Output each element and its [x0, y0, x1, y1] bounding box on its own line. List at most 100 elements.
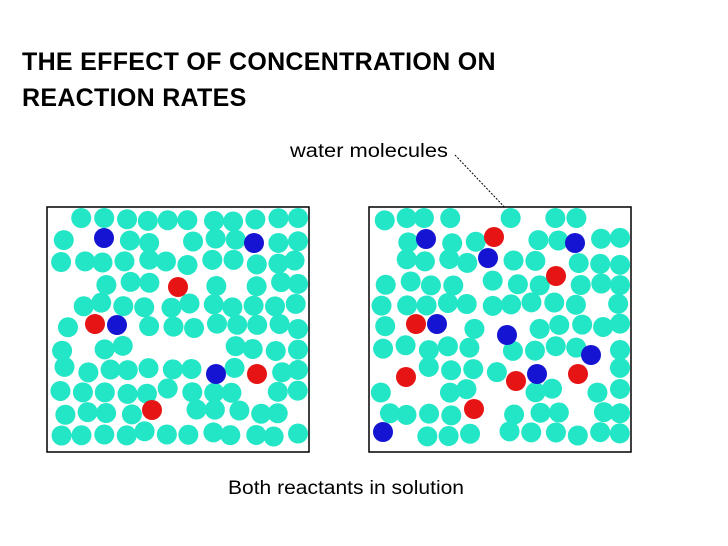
reactant-red — [247, 364, 267, 384]
water-molecule — [114, 251, 135, 272]
water-molecule — [94, 424, 115, 445]
water-molecule — [53, 230, 74, 251]
water-molecule — [287, 380, 308, 401]
reactant-blue — [497, 325, 517, 345]
water-molecule — [75, 251, 96, 272]
reactant-blue — [427, 314, 447, 334]
water-molecule — [269, 313, 290, 334]
water-molecule — [71, 425, 92, 446]
water-molecule — [419, 403, 440, 424]
water-molecule — [417, 426, 438, 447]
water-molecule — [204, 382, 225, 403]
water-molecule — [157, 378, 178, 399]
water-molecule — [396, 404, 417, 425]
water-molecule — [525, 250, 546, 271]
water-molecule — [57, 317, 78, 338]
water-molecule — [52, 340, 73, 361]
water-molecule — [528, 230, 549, 251]
water-molecule — [609, 423, 630, 444]
water-molecule — [610, 275, 630, 296]
water-molecule — [437, 292, 458, 313]
water-molecule — [227, 314, 248, 335]
water-molecule — [544, 292, 565, 313]
water-molecule — [503, 250, 524, 271]
water-molecule — [177, 210, 198, 231]
reactant-blue — [206, 364, 226, 384]
water-molecule — [203, 294, 224, 315]
water-molecule — [220, 425, 241, 446]
water-molecule — [463, 359, 484, 380]
water-molecule — [524, 340, 545, 361]
reactant-blue — [527, 364, 547, 384]
water-molecule — [442, 233, 463, 254]
reactant-red — [85, 314, 105, 334]
water-molecule — [456, 379, 477, 400]
water-molecule — [457, 252, 478, 273]
title-line: REACTION RATES — [22, 84, 247, 112]
water-molecule — [482, 295, 503, 316]
water-molecule — [183, 231, 204, 252]
water-molecule — [71, 208, 92, 228]
water-molecule — [92, 252, 113, 273]
right-molecules — [370, 208, 630, 447]
water-molecule — [572, 314, 593, 335]
water-molecule — [94, 339, 115, 360]
water-molecule — [272, 362, 293, 383]
water-molecule — [288, 339, 308, 360]
water-molecule — [72, 382, 93, 403]
water-molecule — [570, 275, 591, 296]
water-molecule — [398, 232, 419, 253]
water-molecule — [186, 399, 207, 420]
water-molecule — [413, 208, 434, 228]
water-molecule — [593, 316, 614, 337]
reactant-red — [568, 364, 588, 384]
water-molecule — [223, 211, 244, 232]
reactant-blue — [107, 315, 127, 335]
water-molecule — [610, 378, 630, 399]
reactant-blue — [94, 228, 114, 248]
water-molecule — [437, 336, 458, 357]
water-molecule — [246, 424, 267, 445]
water-molecule — [225, 229, 246, 250]
water-molecule — [507, 274, 528, 295]
water-molecule — [268, 253, 289, 274]
label-arrow — [454, 154, 513, 216]
caption: Both reactants in solution — [228, 478, 464, 499]
water-molecule — [251, 403, 272, 424]
water-molecule — [117, 360, 138, 381]
water-molecule — [608, 293, 629, 314]
water-molecule — [139, 232, 160, 253]
water-label: water molecules — [289, 141, 448, 162]
water-molecule — [137, 210, 158, 231]
water-molecule — [116, 425, 137, 446]
reactant-red — [406, 314, 426, 334]
water-molecule — [222, 297, 243, 318]
water-molecule — [134, 297, 155, 318]
water-molecule — [459, 337, 480, 358]
water-molecule — [375, 274, 396, 295]
water-molecule — [530, 402, 551, 423]
water-molecule — [460, 423, 481, 444]
water-molecule — [441, 360, 462, 381]
water-molecule — [100, 359, 121, 380]
water-molecule — [545, 208, 566, 228]
water-molecule — [396, 208, 417, 228]
reactant-blue — [478, 248, 498, 268]
water-molecule — [566, 337, 587, 358]
water-molecule — [395, 335, 416, 356]
water-molecule — [225, 336, 246, 357]
water-molecule — [288, 273, 308, 294]
water-molecule — [397, 295, 418, 316]
water-molecule — [156, 424, 177, 445]
water-molecule — [610, 340, 630, 361]
water-molecule — [440, 208, 461, 228]
water-molecule — [204, 399, 225, 420]
reactant-blue — [244, 233, 264, 253]
water-molecule — [486, 362, 507, 383]
water-molecule — [267, 403, 288, 424]
water-molecule — [157, 210, 178, 231]
water-molecule — [288, 359, 308, 380]
water-molecule — [610, 227, 630, 248]
